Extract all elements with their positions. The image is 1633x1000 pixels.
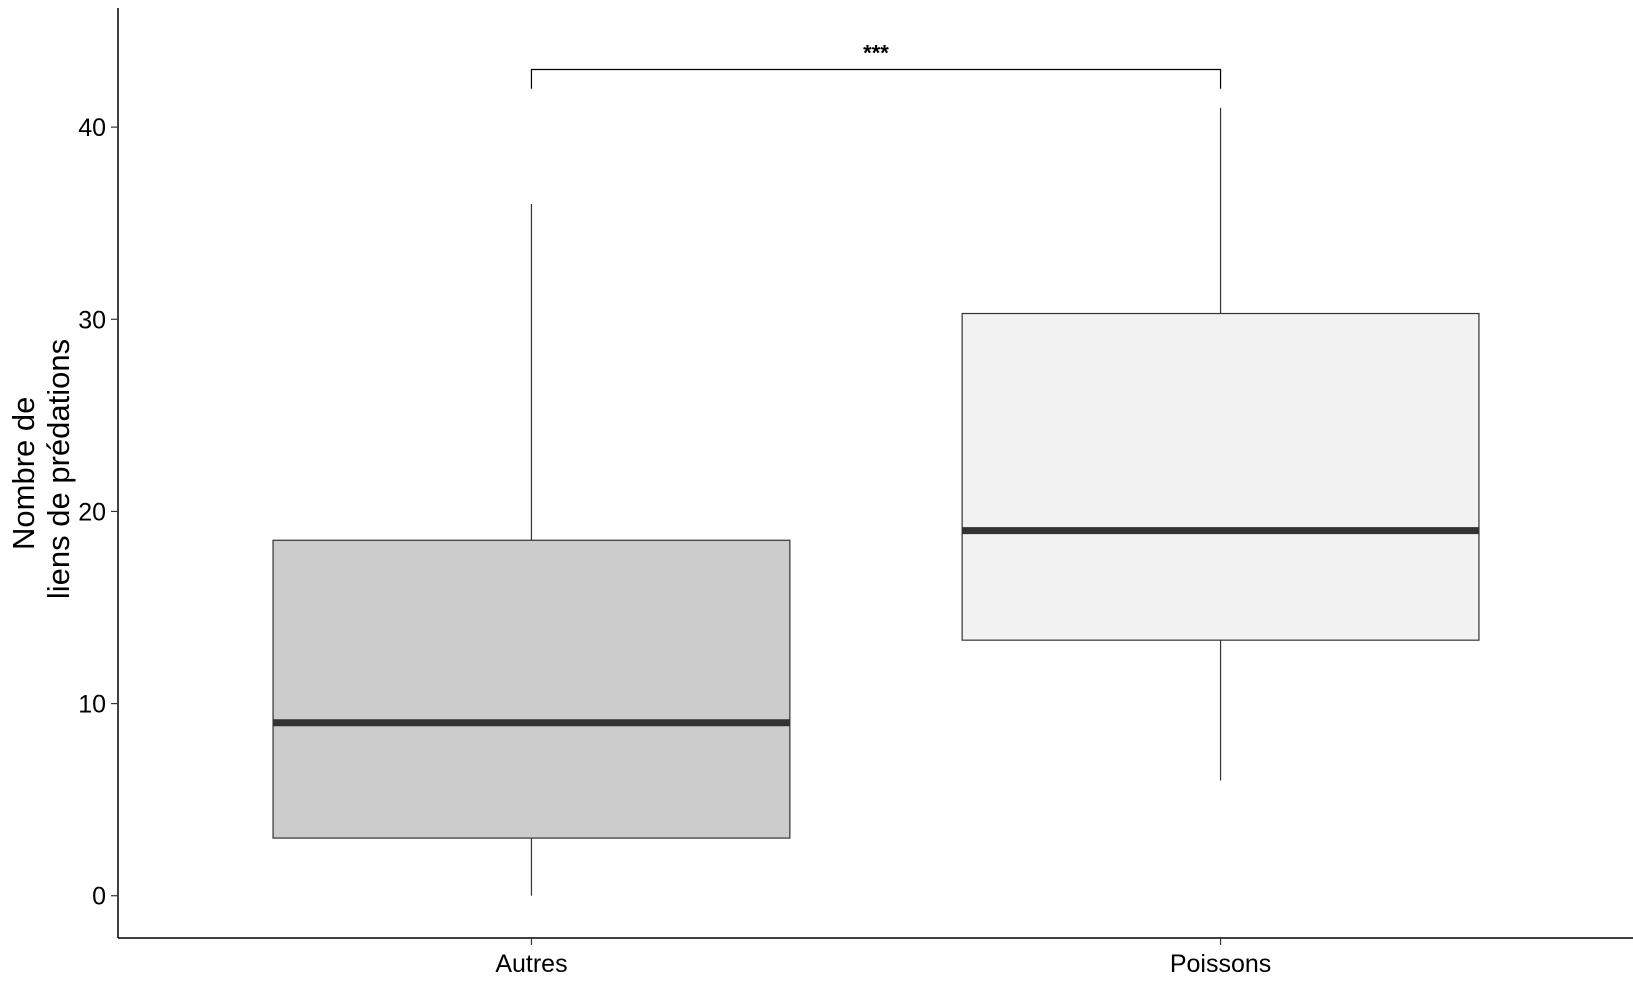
ticks: 0 10 20 30 40 Autres Poissons [78,114,1271,978]
y-tick-label: 10 [78,691,106,719]
x-tick-label: Autres [495,950,567,978]
significance-bracket-line [530,68,1222,89]
significance-bracket: *** [530,40,1222,89]
significance-label: *** [863,40,889,65]
x-tick-label: Poissons [1170,950,1271,978]
box-autres [272,203,791,896]
box-poissons [961,107,1480,781]
y-tick-label: 20 [78,498,106,526]
boxes-layer [272,107,1480,896]
y-axis-title: Nombre de liens de prédations [6,339,76,599]
y-tick-label: 40 [78,114,106,142]
y-axis-title-line-1: Nombre de [6,397,41,550]
box-body-autres [272,539,791,839]
box-body-poissons [961,312,1480,641]
axes [117,8,1633,939]
y-tick-label: 0 [92,883,106,911]
y-tick-label: 30 [78,306,106,334]
y-axis-title-line-2: liens de prédations [41,339,76,599]
